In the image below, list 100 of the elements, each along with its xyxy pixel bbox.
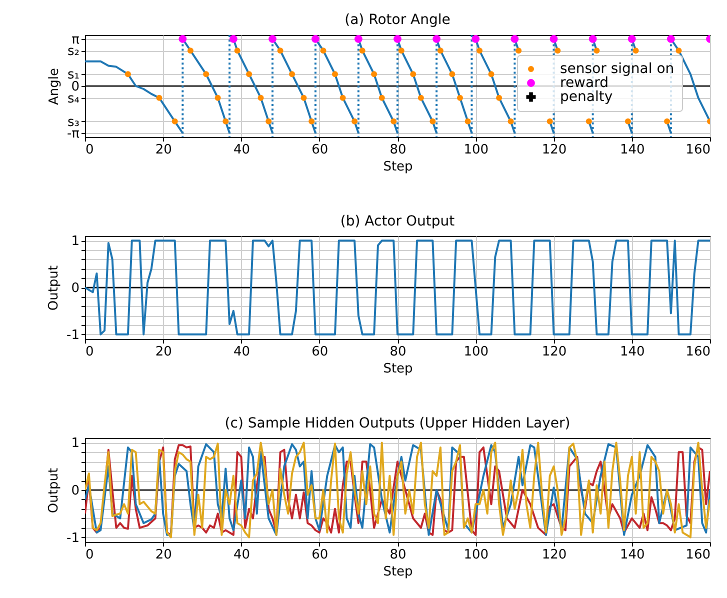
x-tick-label: 100 <box>464 548 489 562</box>
x-tick-label: 100 <box>464 344 489 360</box>
x-tick-label: 100 <box>464 142 489 158</box>
x-tick-label: 20 <box>155 344 172 360</box>
y-tick-label: -1 <box>66 530 80 546</box>
legend-label: sensor signal on <box>560 61 674 77</box>
x-tick-label: 140 <box>620 344 645 360</box>
point <box>277 48 284 54</box>
point <box>156 94 162 101</box>
chart-title: (c) Sample Hidden Outputs (Upper Hidden Layer) <box>224 416 570 432</box>
point <box>410 71 416 78</box>
point <box>510 35 519 43</box>
x-tick-label: 120 <box>542 344 567 360</box>
point <box>124 71 131 78</box>
chart-title: (b) Actor Output <box>340 214 456 230</box>
point <box>222 118 229 124</box>
x-tick-label: 0 <box>86 142 94 158</box>
point <box>394 35 402 43</box>
point <box>332 71 338 78</box>
y-tick-label: 0 <box>71 281 80 296</box>
point <box>359 48 366 54</box>
point <box>449 71 456 78</box>
point <box>457 94 463 101</box>
x-axis-title: Step <box>383 564 413 580</box>
point <box>340 94 346 101</box>
legend-label: reward <box>560 75 608 91</box>
y-tick-label: 1 <box>71 436 80 452</box>
point <box>488 71 494 78</box>
point <box>203 71 210 78</box>
x-axis-title: Step <box>383 362 413 376</box>
point <box>554 48 561 54</box>
x-tick-label: 140 <box>620 142 645 158</box>
point <box>308 118 315 124</box>
x-tick-label: 80 <box>390 344 406 360</box>
x-tick-label: 140 <box>620 548 645 562</box>
x-tick-label: 80 <box>390 142 406 158</box>
x-tick-label: 20 <box>155 142 172 158</box>
x-tick-label: 80 <box>390 548 406 562</box>
point <box>398 48 404 54</box>
point <box>352 118 358 124</box>
point <box>300 94 307 101</box>
point <box>628 35 636 43</box>
point <box>508 118 514 124</box>
x-tick-label: 120 <box>542 142 567 158</box>
point <box>664 118 670 124</box>
x-tick-label: 60 <box>312 344 328 360</box>
point <box>586 118 592 124</box>
point <box>418 94 424 101</box>
point <box>390 118 397 124</box>
x-tick-label: 60 <box>312 142 328 158</box>
point <box>214 94 221 101</box>
point <box>624 118 631 124</box>
y-axis-title: Angle <box>46 68 62 105</box>
x-tick-label: 120 <box>542 548 567 562</box>
x-tick-label: 160 <box>686 344 710 360</box>
point <box>496 94 502 101</box>
x-tick-label: 160 <box>686 142 710 158</box>
point <box>588 35 597 43</box>
point <box>229 35 238 43</box>
point <box>172 118 178 124</box>
legend-label: penalty <box>560 89 613 105</box>
point <box>320 48 326 54</box>
point <box>187 48 194 54</box>
point <box>464 118 471 124</box>
point <box>676 48 682 54</box>
line-series <box>85 240 710 336</box>
point <box>666 35 675 43</box>
x-tick-label: 40 <box>233 344 250 360</box>
point <box>476 48 483 54</box>
point <box>594 48 600 54</box>
x-tick-label: 0 <box>86 548 94 562</box>
point <box>268 35 276 43</box>
y-tick-label: -1 <box>66 328 80 343</box>
y-axis-title: Output <box>46 468 62 514</box>
chart-title: (a) Rotor Angle <box>344 12 450 28</box>
point <box>550 35 558 43</box>
point <box>258 94 264 101</box>
point <box>234 48 240 54</box>
x-axis-title: Step <box>383 160 413 174</box>
point <box>312 35 320 43</box>
point <box>430 118 436 124</box>
x-tick-label: 0 <box>86 344 94 360</box>
y-axis-title: Output <box>46 265 62 311</box>
point <box>378 94 385 101</box>
point <box>289 71 296 78</box>
point <box>246 71 252 78</box>
point <box>432 35 441 43</box>
x-tick-label: 40 <box>233 142 250 158</box>
x-tick-label: 160 <box>686 548 710 562</box>
point <box>472 35 480 43</box>
point <box>516 48 522 54</box>
point <box>437 48 444 54</box>
x-tick-label: 40 <box>233 548 250 562</box>
x-tick-label: 20 <box>155 548 172 562</box>
point <box>178 35 187 43</box>
point <box>546 118 553 124</box>
point <box>371 71 378 78</box>
y-tick-label: 0 <box>71 484 80 498</box>
y-tick-label: 1 <box>71 234 80 250</box>
x-tick-label: 60 <box>312 548 328 562</box>
